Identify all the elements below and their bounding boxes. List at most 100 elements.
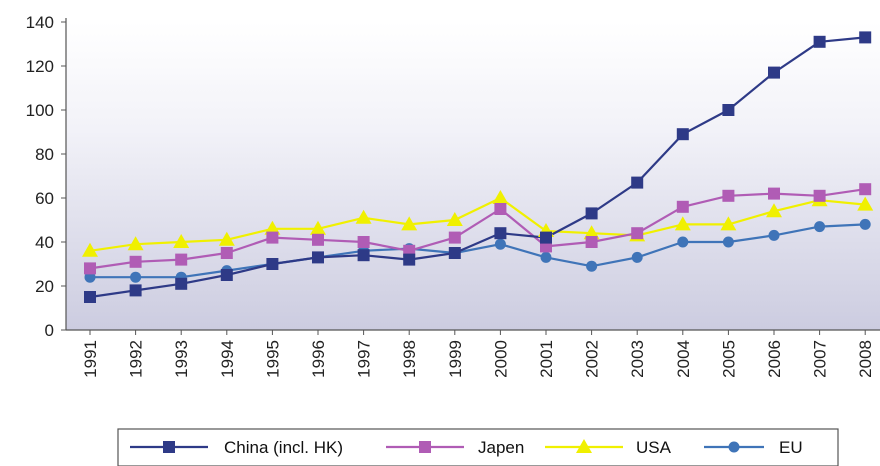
y-tick-label: 40 [35, 233, 54, 252]
data-point-eu [768, 229, 780, 241]
legend-label-china-incl-hk: China (incl. HK) [224, 438, 343, 457]
y-tick-label: 80 [35, 145, 54, 164]
y-tick-label: 120 [26, 57, 54, 76]
x-tick-label: 1993 [172, 340, 191, 378]
data-point-usa [127, 236, 144, 251]
data-point-japen [84, 262, 96, 275]
x-tick-label: 1995 [263, 340, 282, 378]
y-tick-label: 140 [26, 13, 54, 32]
x-tick-label: 2002 [583, 340, 602, 378]
x-tick-label: 2006 [765, 340, 784, 378]
data-point-japen [494, 203, 507, 215]
data-point-china-incl-hk [220, 269, 233, 281]
data-point-china-incl-hk [84, 291, 96, 303]
x-tick-label: 1991 [81, 340, 100, 378]
data-point-usa [766, 203, 782, 218]
data-point-china-incl-hk [813, 35, 826, 48]
data-point-china-incl-hk [540, 231, 552, 244]
data-point-china-incl-hk [448, 247, 461, 259]
plot-background [66, 22, 880, 330]
legend-marker-japen [419, 441, 431, 453]
data-point-usa [218, 231, 235, 246]
data-point-japen [631, 227, 644, 240]
y-tick-label: 0 [45, 321, 54, 340]
x-tick-label: 1999 [446, 340, 465, 378]
legend-marker-usa [576, 439, 592, 453]
data-point-japen [813, 189, 826, 202]
data-point-china-incl-hk [585, 207, 598, 220]
data-point-china-incl-hk [631, 176, 644, 189]
x-tick-label: 2008 [856, 340, 875, 378]
data-point-china-incl-hk [266, 258, 279, 270]
data-point-usa [674, 216, 691, 231]
data-point-eu [631, 251, 643, 263]
series-line-china-incl-hk [89, 36, 866, 299]
data-point-eu [494, 238, 506, 250]
x-tick-label: 2007 [811, 340, 830, 378]
data-point-japen [129, 255, 142, 268]
data-point-usa [82, 242, 98, 257]
x-tick-label: 2000 [491, 340, 510, 378]
data-point-japen [220, 247, 233, 259]
legend-marker-eu [728, 441, 740, 453]
x-tick-label: 2005 [719, 340, 738, 378]
data-point-usa [173, 234, 190, 248]
data-point-eu [859, 218, 871, 230]
data-point-usa [857, 196, 874, 211]
data-point-china-incl-hk [676, 128, 689, 141]
data-point-japen [859, 183, 872, 196]
data-point-japen [312, 233, 324, 246]
y-tick-label: 100 [26, 101, 54, 120]
data-point-eu [722, 236, 734, 248]
data-point-china-incl-hk [494, 227, 507, 240]
data-point-japen [722, 189, 735, 202]
x-tick-label: 1998 [400, 340, 419, 378]
legend-label-japen: Japen [478, 438, 524, 457]
data-point-usa [492, 190, 509, 204]
x-tick-label: 1992 [127, 340, 146, 378]
data-point-china-incl-hk [403, 253, 416, 266]
data-point-japen [768, 187, 780, 200]
data-point-china-incl-hk [722, 104, 735, 116]
data-point-japen [266, 231, 279, 244]
data-point-china-incl-hk [357, 249, 370, 262]
data-point-usa [446, 212, 463, 226]
data-point-japen [403, 244, 416, 257]
data-point-usa [583, 225, 600, 240]
data-point-japen [175, 253, 188, 266]
legend-marker-china-incl-hk [163, 441, 175, 453]
data-point-usa [720, 216, 737, 231]
data-point-usa [264, 220, 281, 235]
series-line-usa [89, 196, 866, 252]
legend-label-usa: USA [636, 438, 672, 457]
x-tick-label: 1997 [355, 340, 374, 378]
y-tick-label: 20 [35, 277, 54, 296]
data-point-usa [401, 216, 418, 231]
data-point-japen [448, 231, 461, 244]
data-point-china-incl-hk [129, 284, 142, 297]
data-point-eu [677, 236, 689, 248]
series-line-eu [90, 223, 866, 279]
data-point-usa [355, 209, 372, 224]
data-point-eu [130, 271, 142, 283]
series-line-japen [89, 188, 866, 270]
data-point-eu [814, 221, 826, 233]
data-point-eu [84, 271, 96, 283]
data-point-eu [586, 260, 598, 272]
data-point-eu [540, 251, 552, 263]
data-point-japen [357, 236, 370, 248]
data-point-china-incl-hk [175, 277, 188, 290]
data-point-usa [310, 220, 326, 235]
x-tick-label: 2004 [674, 340, 693, 378]
x-tick-label: 2003 [628, 340, 647, 378]
x-tick-label: 1996 [309, 340, 328, 378]
data-point-china-incl-hk [768, 66, 780, 79]
x-tick-label: 1994 [218, 340, 237, 378]
data-point-china-incl-hk [312, 251, 324, 264]
data-point-china-incl-hk [859, 31, 872, 44]
x-tick-label: 2001 [537, 340, 556, 378]
legend-label-eu: EU [779, 438, 803, 457]
y-tick-label: 60 [35, 189, 54, 208]
data-point-japen [585, 236, 598, 248]
